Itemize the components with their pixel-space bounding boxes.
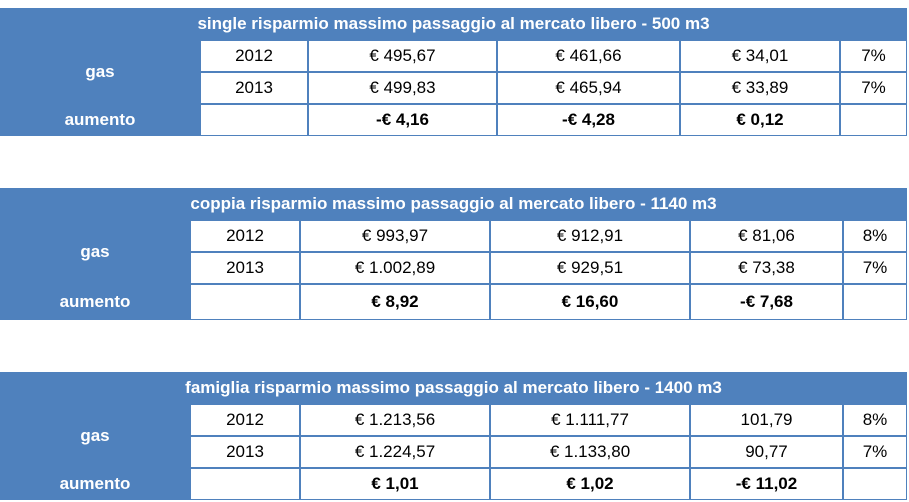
- value-cell: € 912,91: [490, 220, 690, 252]
- total-cell: -€ 7,68: [690, 284, 843, 320]
- value-cell: 101,79: [690, 404, 843, 436]
- year-cell: 2012: [200, 40, 308, 72]
- value-cell: € 1.213,56: [300, 404, 490, 436]
- empty-cell: [190, 468, 300, 500]
- value-cell: 7%: [843, 252, 907, 284]
- value-cell: € 1.133,80: [490, 436, 690, 468]
- value-cell: € 1.002,89: [300, 252, 490, 284]
- empty-cell: [190, 284, 300, 320]
- total-cell: -€ 4,16: [308, 104, 497, 136]
- total-label: aumento: [0, 284, 190, 320]
- value-cell: € 465,94: [497, 72, 680, 104]
- table-title: single risparmio massimo passaggio al me…: [0, 8, 907, 40]
- total-cell: € 16,60: [490, 284, 690, 320]
- total-cell: € 1,01: [300, 468, 490, 500]
- total-cell: -€ 11,02: [690, 468, 843, 500]
- value-cell: € 81,06: [690, 220, 843, 252]
- value-cell: € 1.111,77: [490, 404, 690, 436]
- value-cell: € 993,97: [300, 220, 490, 252]
- group-label: gas: [0, 404, 190, 468]
- table-title: famiglia risparmio massimo passaggio al …: [0, 372, 907, 404]
- group-label: gas: [0, 220, 190, 284]
- year-cell: 2012: [190, 220, 300, 252]
- year-cell: 2013: [200, 72, 308, 104]
- value-cell: € 33,89: [680, 72, 840, 104]
- year-cell: 2013: [190, 252, 300, 284]
- empty-cell: [843, 468, 907, 500]
- value-cell: 7%: [843, 436, 907, 468]
- group-label: gas: [0, 40, 200, 104]
- value-cell: 8%: [843, 220, 907, 252]
- value-cell: € 34,01: [680, 40, 840, 72]
- value-cell: € 929,51: [490, 252, 690, 284]
- total-cell: € 8,92: [300, 284, 490, 320]
- value-cell: € 73,38: [690, 252, 843, 284]
- value-cell: € 1.224,57: [300, 436, 490, 468]
- value-cell: 8%: [843, 404, 907, 436]
- total-cell: -€ 4,28: [497, 104, 680, 136]
- empty-cell: [843, 284, 907, 320]
- value-cell: € 461,66: [497, 40, 680, 72]
- value-cell: € 499,83: [308, 72, 497, 104]
- total-label: aumento: [0, 104, 200, 136]
- year-cell: 2012: [190, 404, 300, 436]
- total-cell: € 0,12: [680, 104, 840, 136]
- empty-cell: [200, 104, 308, 136]
- empty-cell: [840, 104, 907, 136]
- value-cell: 90,77: [690, 436, 843, 468]
- value-cell: 7%: [840, 72, 907, 104]
- value-cell: 7%: [840, 40, 907, 72]
- total-label: aumento: [0, 468, 190, 500]
- year-cell: 2013: [190, 436, 300, 468]
- table-title: coppia risparmio massimo passaggio al me…: [0, 188, 907, 220]
- value-cell: € 495,67: [308, 40, 497, 72]
- total-cell: € 1,02: [490, 468, 690, 500]
